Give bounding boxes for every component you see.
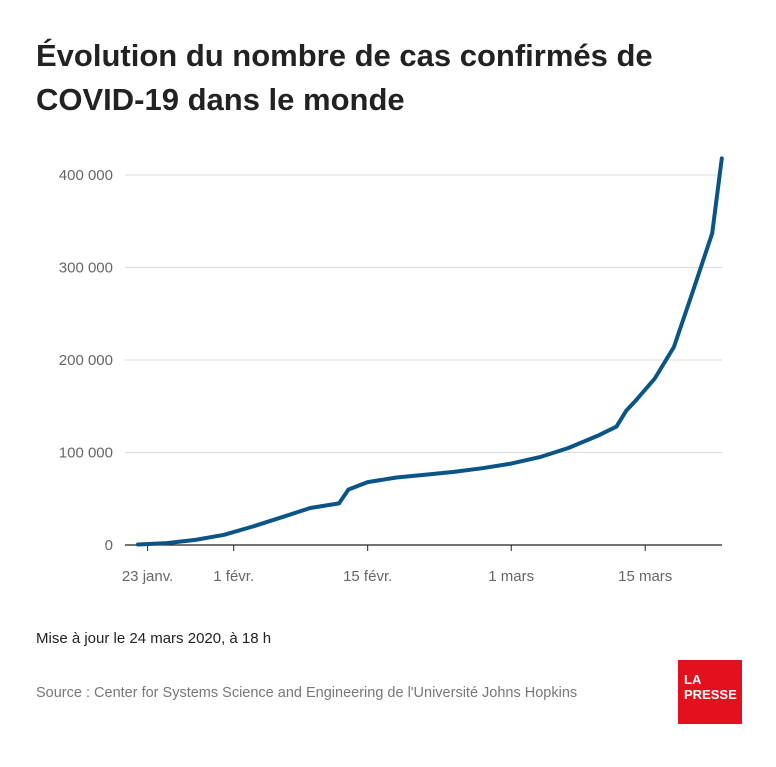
- y-tick-label: 300 000: [59, 260, 113, 277]
- logo-line-1: LA: [684, 672, 702, 687]
- chart-title: Évolution du nombre de cas confirmés de …: [36, 38, 653, 117]
- source-note: Source : Center for Systems Science and …: [36, 685, 578, 701]
- logo-line-2: PRESSE: [684, 687, 737, 702]
- x-tick-label: 23 janv.: [122, 568, 173, 585]
- y-tick-label: 100 000: [59, 445, 113, 462]
- series-line-cases: [136, 156, 724, 547]
- la-presse-logo: LA PRESSE: [678, 660, 742, 724]
- x-tick-label: 1 févr.: [213, 568, 254, 585]
- x-tick-label: 15 mars: [618, 568, 672, 585]
- x-tick-label: 1 mars: [488, 568, 534, 585]
- y-tick-label: 400 000: [59, 167, 113, 184]
- y-tick-label: 0: [105, 537, 113, 554]
- y-tick-label: 200 000: [59, 352, 113, 369]
- update-note: Mise à jour le 24 mars 2020, à 18 h: [36, 630, 272, 647]
- x-tick-label: 15 févr.: [343, 568, 392, 585]
